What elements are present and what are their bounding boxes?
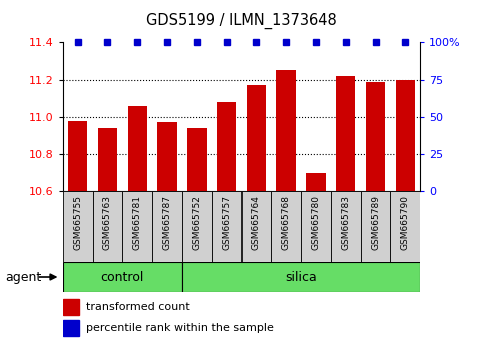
Text: GSM665763: GSM665763 bbox=[103, 195, 112, 250]
Bar bbox=[331, 191, 361, 262]
Text: GSM665781: GSM665781 bbox=[133, 195, 142, 250]
Text: GSM665764: GSM665764 bbox=[252, 195, 261, 250]
Text: GSM665790: GSM665790 bbox=[401, 195, 410, 250]
Bar bbox=[247, 85, 266, 191]
Text: silica: silica bbox=[285, 270, 317, 284]
Bar bbox=[128, 106, 147, 191]
Bar bbox=[306, 173, 326, 191]
Bar bbox=[157, 122, 177, 191]
Text: GSM665789: GSM665789 bbox=[371, 195, 380, 250]
Text: GSM665752: GSM665752 bbox=[192, 195, 201, 250]
Text: agent: agent bbox=[5, 270, 41, 284]
Bar bbox=[301, 191, 331, 262]
Bar bbox=[271, 191, 301, 262]
Bar bbox=[396, 80, 415, 191]
Text: transformed count: transformed count bbox=[86, 302, 190, 312]
Text: GSM665780: GSM665780 bbox=[312, 195, 320, 250]
Bar bbox=[187, 128, 207, 191]
Text: GSM665757: GSM665757 bbox=[222, 195, 231, 250]
Bar bbox=[182, 191, 212, 262]
Text: GSM665787: GSM665787 bbox=[163, 195, 171, 250]
Bar bbox=[152, 191, 182, 262]
Bar bbox=[63, 262, 182, 292]
Bar bbox=[366, 81, 385, 191]
Bar bbox=[63, 298, 79, 315]
Bar bbox=[361, 191, 390, 262]
Text: GDS5199 / ILMN_1373648: GDS5199 / ILMN_1373648 bbox=[146, 12, 337, 29]
Bar bbox=[68, 121, 87, 191]
Bar bbox=[122, 191, 152, 262]
Bar bbox=[276, 70, 296, 191]
Bar bbox=[63, 320, 79, 336]
Bar bbox=[63, 191, 93, 262]
Bar bbox=[98, 128, 117, 191]
Bar bbox=[390, 191, 420, 262]
Text: GSM665768: GSM665768 bbox=[282, 195, 291, 250]
Bar bbox=[182, 262, 420, 292]
Text: percentile rank within the sample: percentile rank within the sample bbox=[86, 323, 274, 333]
Text: control: control bbox=[100, 270, 144, 284]
Text: GSM665755: GSM665755 bbox=[73, 195, 82, 250]
Bar bbox=[336, 76, 355, 191]
Bar bbox=[242, 191, 271, 262]
Text: GSM665783: GSM665783 bbox=[341, 195, 350, 250]
Bar bbox=[217, 102, 236, 191]
Bar bbox=[93, 191, 122, 262]
Bar bbox=[212, 191, 242, 262]
